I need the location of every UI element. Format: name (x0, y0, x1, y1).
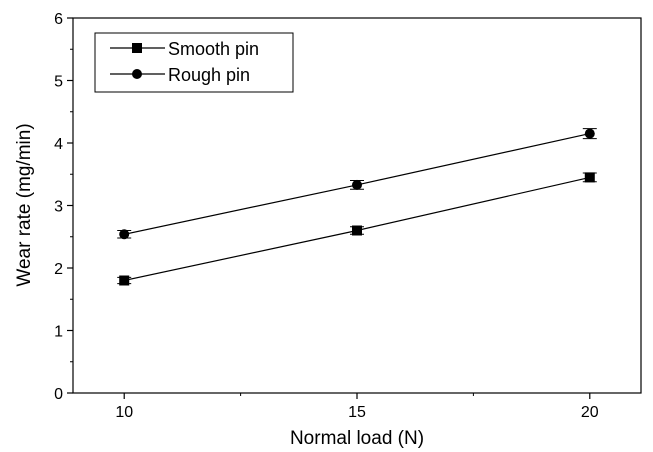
y-tick-label-3: 3 (54, 199, 63, 216)
legend-label-rough-pin: Rough pin (168, 65, 250, 85)
data-point-smooth-pin-20 (584, 172, 595, 183)
y-axis-title: Wear rate (mg/min) (14, 123, 35, 286)
legend-marker-rough-pin (132, 69, 142, 79)
data-point-rough-pin-10 (119, 229, 130, 240)
y-tick-label-4: 4 (54, 136, 63, 153)
x-tick-label-10: 10 (115, 404, 133, 421)
series-smooth-pin (117, 172, 597, 286)
legend-items (110, 43, 165, 79)
series-layer (117, 128, 597, 286)
data-point-rough-pin-20 (584, 128, 595, 139)
x-axis-title: Normal load (N) (290, 428, 424, 449)
y-axis: 0 1 2 3 4 5 6 (54, 11, 73, 403)
y-tick-label-6: 6 (54, 11, 63, 28)
y-tick-label-0: 0 (54, 386, 63, 403)
legend-box (94, 32, 294, 93)
legend-marker-smooth-pin (132, 43, 142, 53)
data-point-smooth-pin-10 (119, 275, 130, 286)
legend: Smooth pin Rough pin (94, 32, 294, 93)
y-tick-label-1: 1 (54, 324, 63, 341)
series-rough-pin (117, 128, 597, 240)
legend-label-smooth-pin: Smooth pin (168, 39, 259, 59)
y-tick-label-2: 2 (54, 261, 63, 278)
x-tick-label-15: 15 (348, 404, 366, 421)
x-tick-label-20: 20 (581, 404, 599, 421)
x-axis: 10 15 20 (115, 393, 599, 421)
data-point-rough-pin-15 (352, 179, 362, 190)
data-point-smooth-pin-15 (352, 225, 362, 236)
y-tick-label-5: 5 (54, 74, 63, 91)
